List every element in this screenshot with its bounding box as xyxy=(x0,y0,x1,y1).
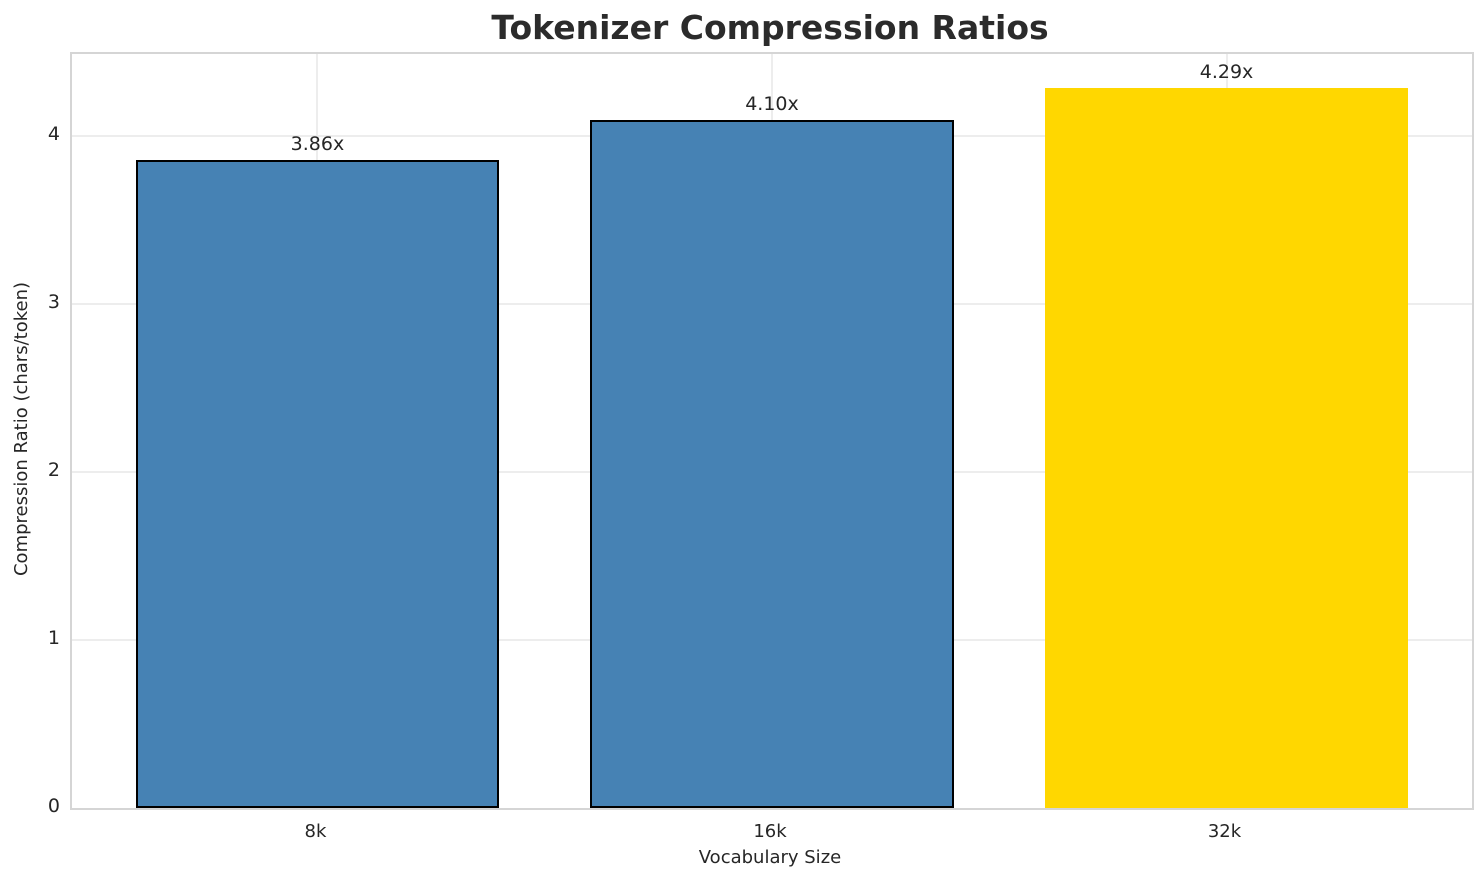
y-tick-label: 2 xyxy=(47,459,60,482)
bar-value-label: 3.86x xyxy=(290,132,345,155)
bar xyxy=(135,159,500,808)
y-tick-label: 4 xyxy=(47,123,60,146)
x-axis-label: Vocabulary Size xyxy=(698,847,842,868)
bar-value-label: 4.10x xyxy=(745,92,799,115)
bar xyxy=(1044,87,1409,808)
y-tick-label: 3 xyxy=(47,291,60,314)
plot-area: 3.86x 4.10x 4.29x xyxy=(70,52,1474,810)
x-tick-label: 8k xyxy=(304,821,327,842)
bar xyxy=(590,119,954,808)
bar-value-label: 4.29x xyxy=(1199,60,1254,83)
x-tick-label: 16k xyxy=(753,821,787,842)
chart-title: Tokenizer Compression Ratios xyxy=(491,8,1049,47)
x-tick-label: 32k xyxy=(1207,821,1242,842)
y-axis-label: Compression Ratio (chars/token) xyxy=(11,282,32,577)
y-tick-label: 0 xyxy=(47,795,60,817)
y-tick-label: 1 xyxy=(47,627,60,650)
